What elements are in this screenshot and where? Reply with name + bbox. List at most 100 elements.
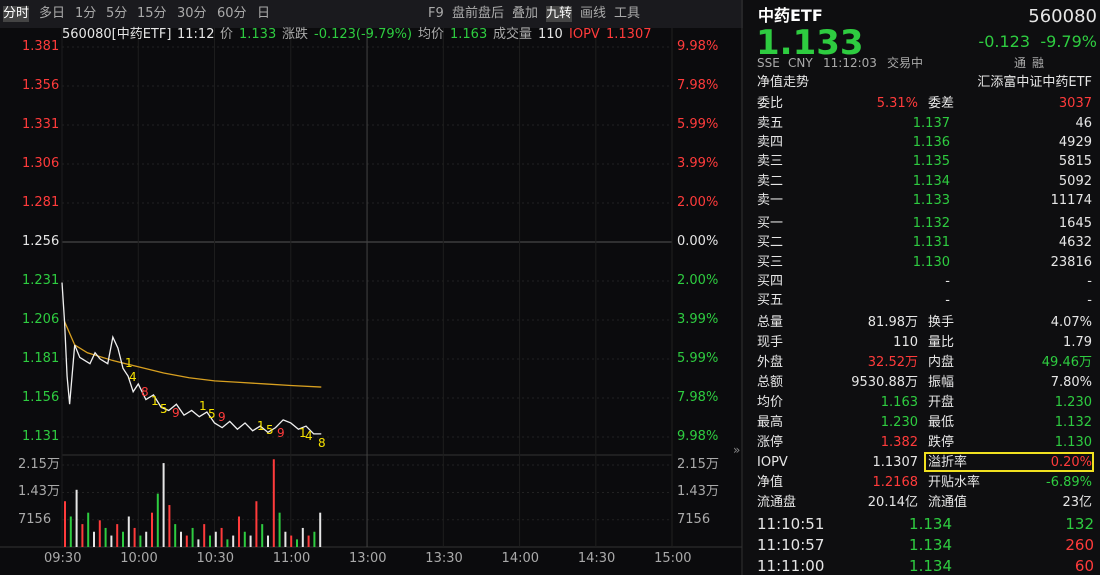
pct-tick-label: 5.99%	[677, 117, 719, 132]
volume-bar	[156, 493, 159, 547]
period-tab[interactable]: 多日	[39, 6, 66, 21]
pct-tick-label: 2.00%	[677, 273, 719, 288]
volume-bar	[81, 524, 84, 547]
volume-bar	[122, 531, 124, 547]
trade-volume: 60	[1074, 557, 1094, 575]
nine-turn-label: 8	[318, 436, 326, 450]
pct-tick-label: 7.98%	[677, 78, 719, 93]
price-tick-label: 1.381	[22, 39, 60, 54]
stat-value: 7.80%	[1050, 375, 1092, 390]
stat-label: 总额	[757, 375, 784, 390]
book-volume: 4632	[1058, 235, 1092, 250]
info-field: 11:12	[177, 27, 215, 42]
stat-value: 1.2168	[872, 475, 919, 490]
security-code: 560080	[1028, 6, 1097, 27]
pct-tick-label: 3.99%	[677, 312, 719, 327]
info-field: 均价	[418, 27, 445, 42]
nine-turn-label: 9	[172, 406, 180, 420]
volume-bar	[290, 535, 293, 547]
nine-turn-label: 1	[199, 399, 207, 413]
stat-value: 0.20%	[1050, 455, 1092, 470]
volume-bar	[319, 512, 322, 547]
time-tick-label: 11:00	[272, 551, 311, 566]
volume-tick-label: 7156	[677, 511, 711, 527]
book-label: 卖一	[757, 193, 784, 208]
stat-value: 32.52万	[867, 355, 918, 370]
book-price: 1.134	[912, 174, 950, 189]
pct-tick-label: 9.98%	[677, 39, 719, 54]
stat-value: 23亿	[1062, 495, 1092, 510]
volume-bar	[185, 535, 188, 547]
stat-value: 1.130	[1054, 435, 1092, 450]
price-tick-label: 1.306	[22, 156, 60, 171]
stat-label: 溢折率	[928, 455, 968, 470]
quote-meta: 交易中	[887, 56, 924, 70]
book-price: -	[945, 274, 950, 289]
price-tick-label: 1.206	[22, 312, 60, 327]
book-volume: 4929	[1058, 135, 1092, 150]
order-ratio: 委比	[757, 96, 784, 111]
fund-name: 汇添富中证中药ETF	[977, 75, 1092, 90]
stat-value: 9530.88万	[851, 375, 918, 390]
volume-bar	[162, 463, 165, 547]
quote-tag: 通	[1014, 56, 1027, 70]
quote-tag: 融	[1032, 56, 1045, 70]
volume-bar	[133, 527, 136, 547]
tool-button[interactable]: 九转	[546, 6, 573, 22]
price-tick-label: 1.231	[22, 273, 60, 288]
volume-bar	[75, 489, 78, 547]
period-tab[interactable]: 15分	[137, 6, 167, 21]
period-tab[interactable]: 5分	[106, 6, 128, 21]
volume-bar	[278, 512, 281, 547]
period-tab[interactable]: 1分	[75, 6, 97, 21]
highlight-box	[924, 452, 1094, 472]
stat-label: 最低	[928, 415, 955, 430]
book-price: 1.135	[912, 154, 950, 169]
book-label: 买二	[757, 235, 784, 250]
tool-button[interactable]: 盘前盘后	[452, 6, 505, 21]
volume-bar	[180, 531, 182, 547]
tool-button[interactable]: 画线	[580, 6, 607, 21]
info-field: 涨跌	[282, 27, 309, 42]
book-price: 1.130	[912, 255, 950, 270]
volume-bar	[104, 527, 107, 547]
stat-value: 1.230	[1054, 395, 1092, 410]
volume-bar	[197, 539, 200, 547]
period-tab[interactable]: 60分	[217, 6, 247, 21]
volume-bar	[69, 516, 72, 547]
collapse-icon[interactable]: »	[733, 443, 740, 457]
time-tick-label: 13:00	[349, 551, 387, 566]
nav-link[interactable]: 净值走势	[757, 75, 810, 90]
tool-button[interactable]: F9	[428, 6, 444, 21]
stat-label: 净值	[757, 475, 784, 490]
volume-bar	[64, 501, 66, 547]
volume-bar	[255, 501, 258, 547]
period-tab[interactable]: 30分	[177, 6, 207, 21]
tool-button[interactable]: 工具	[614, 6, 641, 21]
pct-tick-label: 2.00%	[677, 195, 719, 210]
period-tab[interactable]: 分时	[3, 6, 30, 22]
quote-meta: SSE	[757, 56, 780, 70]
stat-label: 总量	[757, 315, 784, 330]
volume-bar	[139, 535, 142, 547]
stat-label: 换手	[928, 315, 955, 330]
stat-label: 外盘	[757, 355, 784, 370]
change-pct: -9.79%	[1040, 32, 1097, 51]
time-tick-label: 14:00	[501, 551, 540, 566]
volume-tick-label: 2.15万	[677, 457, 719, 472]
period-tab[interactable]: 日	[257, 6, 271, 21]
book-price: 1.132	[912, 216, 950, 231]
book-label: 买四	[757, 274, 784, 289]
stat-label: 振幅	[928, 375, 955, 390]
book-label: 买一	[757, 216, 784, 231]
book-label: 卖三	[757, 154, 784, 169]
volume-bar	[203, 524, 206, 547]
pct-tick-label: 0.00%	[677, 234, 719, 249]
tool-button[interactable]: 叠加	[512, 6, 539, 21]
stat-label: 内盘	[928, 355, 955, 370]
volume-bar	[87, 512, 90, 547]
stat-value: 1.382	[880, 435, 918, 450]
order-ratio: 3037	[1058, 96, 1092, 111]
info-field: 560080[中药ETF]	[62, 27, 172, 42]
